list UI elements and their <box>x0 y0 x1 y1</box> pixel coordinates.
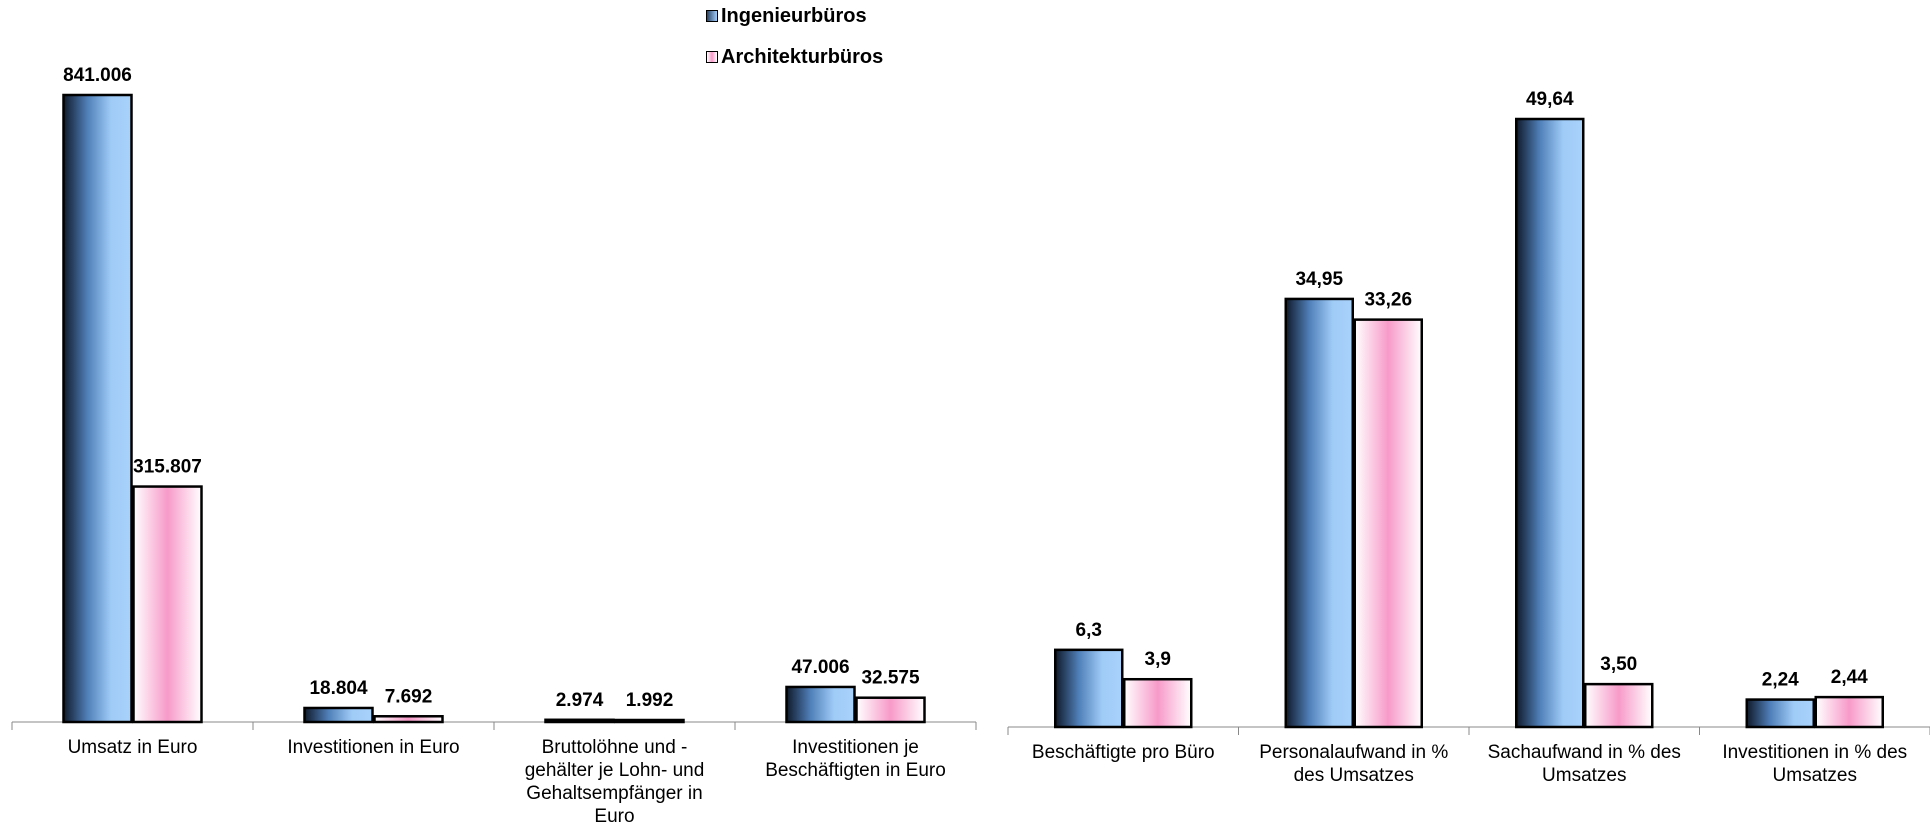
category-label: Beschäftigten in Euro <box>765 760 946 781</box>
category-label: des Umsatzes <box>1294 765 1414 786</box>
bar-architekturbueros <box>855 696 926 724</box>
bar-ingenieurbueros <box>1745 698 1815 729</box>
bar-ingenieurbueros <box>62 93 133 724</box>
data-label: 2,44 <box>1831 667 1868 688</box>
data-label: 1.992 <box>626 690 674 711</box>
bar-architekturbueros <box>1584 682 1654 729</box>
data-label: 34,95 <box>1295 269 1343 290</box>
legend-label-architekturbueros: Architekturbüros <box>721 45 884 68</box>
bar-ingenieurbueros <box>1054 648 1124 729</box>
data-label: 2,24 <box>1762 670 1799 691</box>
category-label: Investitionen je <box>792 737 919 758</box>
bar-ingenieurbueros <box>544 718 615 724</box>
legend-item-architekturbueros: Architekturbüros <box>706 45 884 68</box>
legend: Ingenieurbüros Architekturbüros <box>706 4 884 88</box>
legend-swatch-blue <box>706 10 718 22</box>
category-label: Umsatzes <box>1542 765 1626 786</box>
data-label: 3,9 <box>1145 649 1171 670</box>
data-label: 3,50 <box>1600 654 1637 675</box>
data-label: 18.804 <box>309 678 368 699</box>
bar-ingenieurbueros <box>1284 297 1354 729</box>
data-label: 2.974 <box>556 690 604 711</box>
bar-architekturbueros <box>132 485 203 724</box>
category-label: Investitionen in Euro <box>287 737 459 758</box>
legend-label-ingenieurbueros: Ingenieurbüros <box>721 4 867 27</box>
category-label: Gehaltsempfänger in <box>526 783 702 804</box>
category-label: Bruttolöhne und - <box>542 737 688 758</box>
bar-architekturbueros <box>614 718 685 724</box>
category-label: Umsatz in Euro <box>68 737 198 758</box>
data-label: 315.807 <box>133 457 202 478</box>
category-label: gehälter je Lohn- und <box>525 760 705 781</box>
bar-ingenieurbueros <box>303 706 374 724</box>
legend-item-ingenieurbueros: Ingenieurbüros <box>706 4 883 27</box>
bar-ingenieurbueros <box>785 685 856 724</box>
legend-swatch-pink <box>706 51 718 63</box>
data-label: 6,3 <box>1076 620 1102 641</box>
data-label: 47.006 <box>791 657 849 678</box>
data-label: 841.006 <box>63 65 132 86</box>
data-label: 33,26 <box>1364 290 1412 311</box>
data-label: 49,64 <box>1526 89 1574 110</box>
data-label: 32.575 <box>861 668 920 689</box>
bar-architekturbueros <box>1353 318 1423 729</box>
category-label: Sachaufwand in % des <box>1488 742 1681 763</box>
bar-architekturbueros <box>1814 695 1884 729</box>
bar-architekturbueros <box>373 715 444 724</box>
category-label: Personalaufwand in % <box>1259 742 1448 763</box>
data-label: 7.692 <box>385 686 433 707</box>
category-label: Umsatzes <box>1773 765 1857 786</box>
bar-ingenieurbueros <box>1515 117 1585 729</box>
category-label: Euro <box>594 806 634 827</box>
category-label: Beschäftigte pro Büro <box>1032 742 1215 763</box>
category-label: Investitionen in % des <box>1722 742 1907 763</box>
bar-architekturbueros <box>1123 677 1193 729</box>
